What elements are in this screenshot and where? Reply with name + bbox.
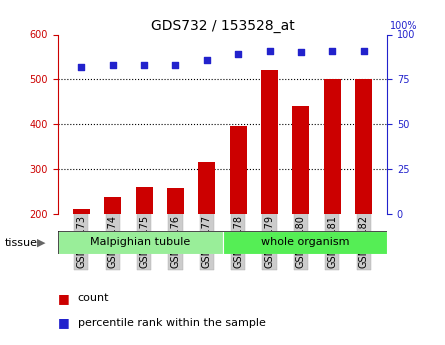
Text: ■: ■ [58,292,69,305]
Bar [167,188,184,214]
Point [109,62,116,68]
Point [172,62,179,68]
Bar [261,70,278,214]
Text: percentile rank within the sample: percentile rank within the sample [78,318,266,327]
Bar [230,126,247,214]
Bar [136,187,153,214]
Bar [292,106,309,214]
Bar [58,231,222,254]
Bar [324,79,341,214]
Point [78,64,85,70]
Bar [73,209,90,214]
Point [266,48,273,53]
Text: tissue: tissue [4,238,37,247]
Point [235,51,242,57]
Point [297,50,304,55]
Text: 100%: 100% [390,21,418,31]
Text: ■: ■ [58,316,69,329]
Text: ▶: ▶ [36,238,45,247]
Title: GDS732 / 153528_at: GDS732 / 153528_at [150,19,295,33]
Bar [355,79,372,214]
Point [141,62,148,68]
Bar [198,162,215,214]
Bar [104,197,121,214]
Text: count: count [78,294,109,303]
Point [203,57,210,62]
Point [329,48,336,53]
Text: Malpighian tubule: Malpighian tubule [90,237,190,247]
Bar [222,231,387,254]
Point [360,48,367,53]
Text: whole organism: whole organism [261,237,349,247]
